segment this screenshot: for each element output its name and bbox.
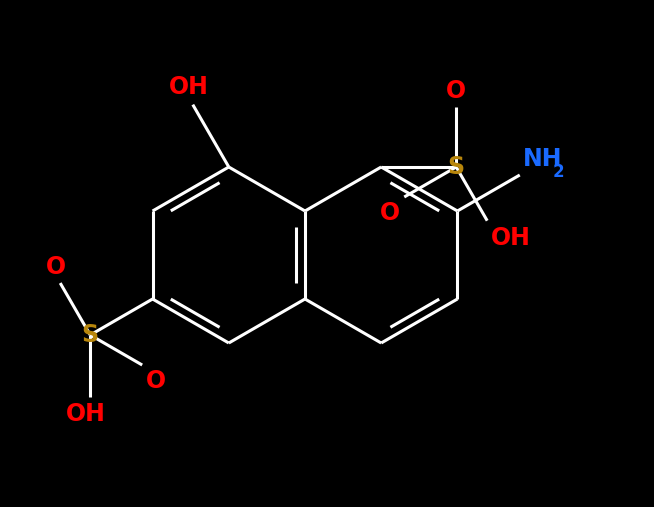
- Text: OH: OH: [169, 75, 209, 99]
- Text: S: S: [82, 323, 99, 347]
- Text: O: O: [380, 201, 400, 225]
- Text: OH: OH: [491, 226, 531, 249]
- Text: OH: OH: [66, 402, 106, 426]
- Text: O: O: [446, 79, 466, 103]
- Text: O: O: [46, 255, 66, 279]
- Text: NH: NH: [523, 147, 562, 171]
- Text: O: O: [146, 369, 166, 393]
- Text: S: S: [447, 155, 465, 179]
- Text: 2: 2: [553, 163, 564, 181]
